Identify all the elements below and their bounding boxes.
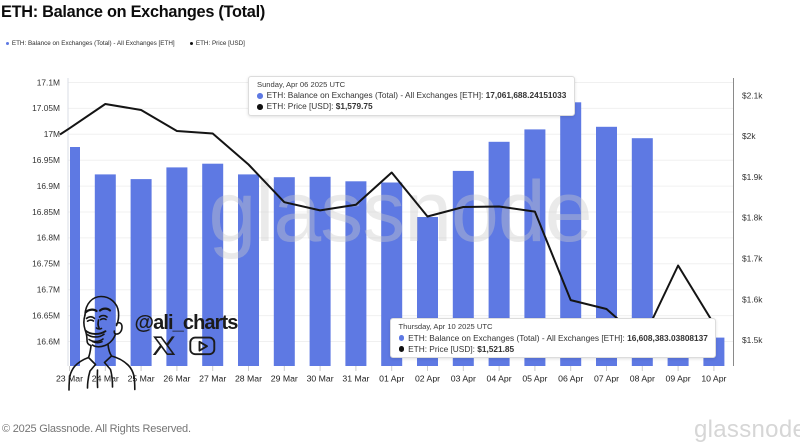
- svg-text:17.05M: 17.05M: [32, 103, 60, 113]
- svg-text:$1.6k: $1.6k: [742, 294, 763, 304]
- svg-text:@ali_charts: @ali_charts: [135, 312, 239, 334]
- svg-text:01 Apr: 01 Apr: [379, 374, 404, 384]
- svg-text:06 Apr: 06 Apr: [558, 374, 583, 384]
- svg-text:16.85M: 16.85M: [32, 207, 60, 217]
- svg-text:24 Mar: 24 Mar: [92, 374, 119, 384]
- svg-text:16.8M: 16.8M: [37, 233, 60, 243]
- svg-text:16.75M: 16.75M: [32, 259, 60, 269]
- svg-text:04 Apr: 04 Apr: [487, 374, 512, 384]
- svg-text:02 Apr: 02 Apr: [415, 374, 440, 384]
- svg-text:$2k: $2k: [742, 131, 756, 141]
- svg-text:16.65M: 16.65M: [32, 310, 60, 320]
- svg-text:16.7M: 16.7M: [37, 285, 60, 295]
- svg-text:07 Apr: 07 Apr: [594, 374, 619, 384]
- svg-text:08 Apr: 08 Apr: [630, 374, 655, 384]
- svg-text:16.6M: 16.6M: [37, 336, 60, 346]
- svg-text:05 Apr: 05 Apr: [522, 374, 547, 384]
- svg-text:16.95M: 16.95M: [32, 155, 60, 165]
- svg-text:25 Mar: 25 Mar: [128, 374, 155, 384]
- svg-text:31 Mar: 31 Mar: [342, 374, 369, 384]
- svg-text:30 Mar: 30 Mar: [307, 374, 334, 384]
- svg-text:$2.1k: $2.1k: [742, 90, 763, 100]
- svg-text:03 Apr: 03 Apr: [451, 374, 476, 384]
- svg-text:26 Mar: 26 Mar: [163, 374, 190, 384]
- svg-text:glassnode: glassnode: [208, 164, 591, 260]
- svg-text:28 Mar: 28 Mar: [235, 374, 262, 384]
- svg-text:$1.7k: $1.7k: [742, 254, 763, 264]
- svg-text:16.9M: 16.9M: [37, 181, 60, 191]
- svg-text:29 Mar: 29 Mar: [271, 374, 298, 384]
- svg-text:$1.9k: $1.9k: [742, 172, 763, 182]
- svg-text:17M: 17M: [44, 129, 60, 139]
- svg-text:10 Apr: 10 Apr: [701, 374, 726, 384]
- svg-text:09 Apr: 09 Apr: [666, 374, 691, 384]
- svg-text:27 Mar: 27 Mar: [199, 374, 226, 384]
- svg-text:$1.8k: $1.8k: [742, 213, 763, 223]
- svg-text:23 Mar: 23 Mar: [56, 374, 83, 384]
- svg-text:$1.5k: $1.5k: [742, 335, 763, 345]
- svg-text:17.1M: 17.1M: [37, 77, 60, 87]
